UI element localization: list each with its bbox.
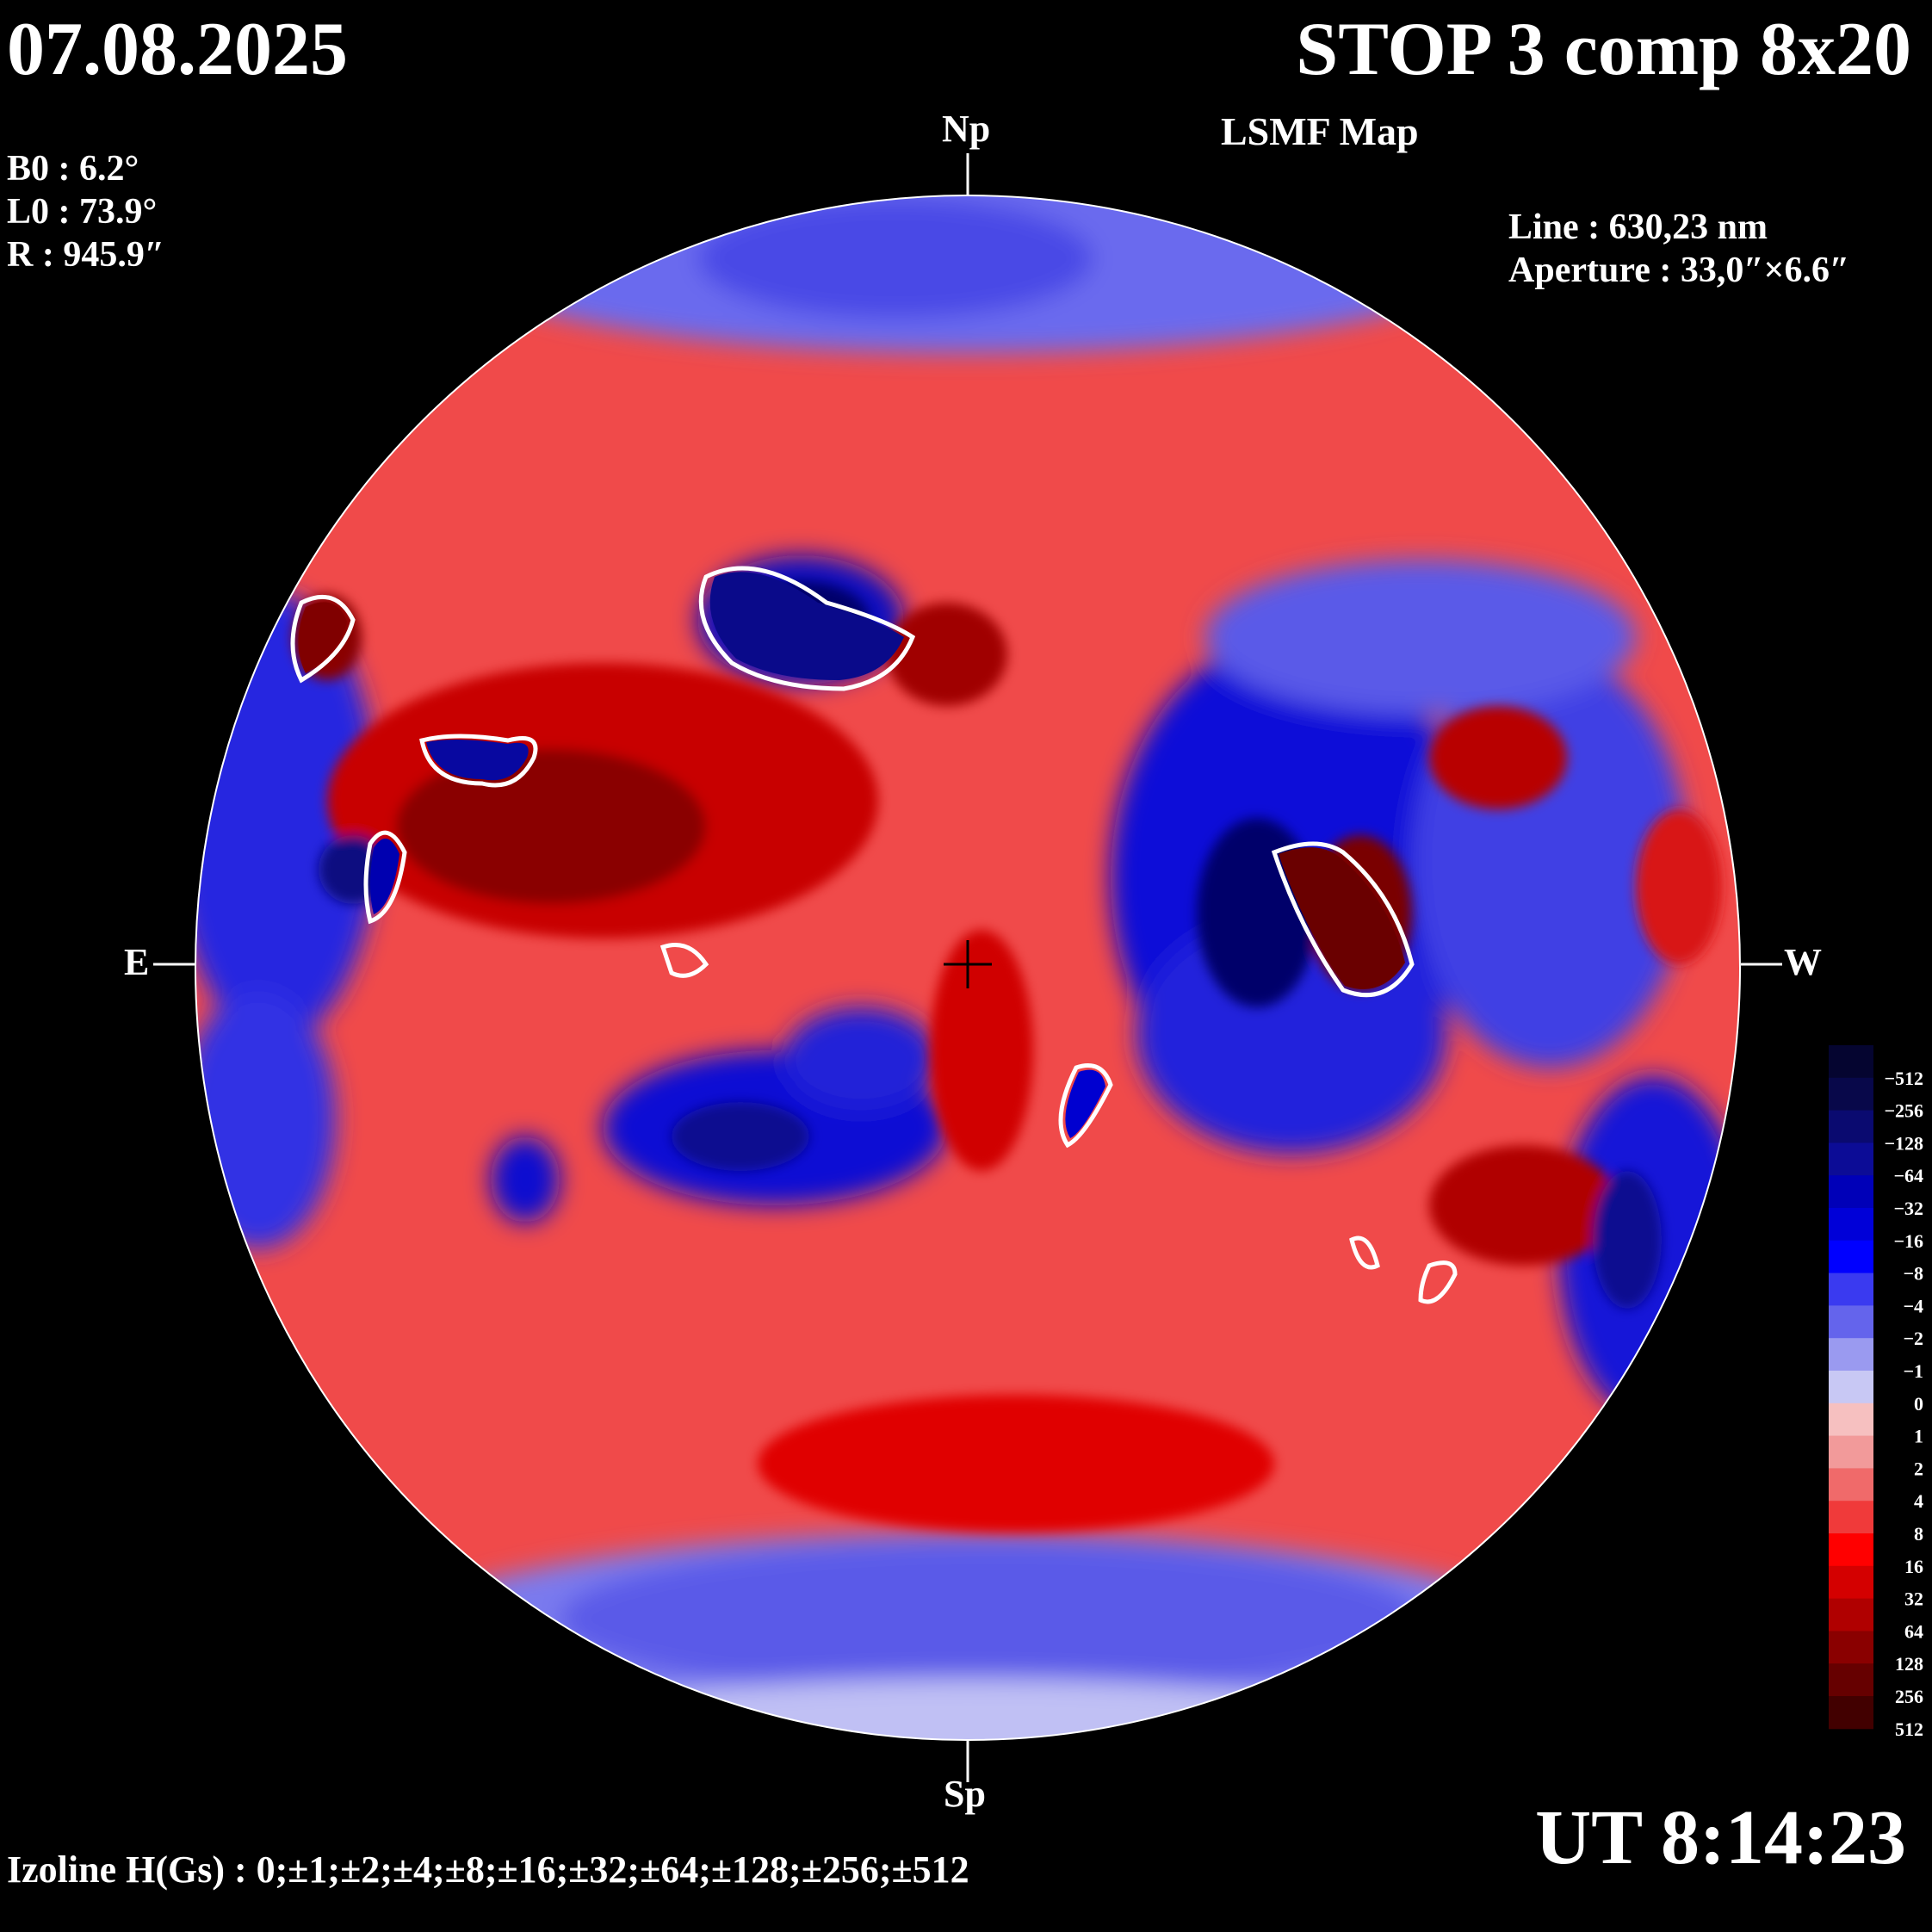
colorbar-label: 1 — [1914, 1426, 1923, 1447]
pole-south-label: Sp — [944, 1773, 986, 1815]
colorbar: −512 −256 −128 −64 −32 −16 −8 −4 −2 −1 0 1 2 4 8 16 32 64… — [1829, 1045, 1923, 1740]
colorbar-label: −16 — [1893, 1230, 1923, 1252]
pole-north-label: Np — [942, 108, 991, 150]
limb-outline — [195, 195, 1741, 1741]
spectral-line: Line : 630,23 nm — [1508, 207, 1768, 247]
colorbar-label: 8 — [1914, 1523, 1923, 1545]
orientation-ticks — [153, 153, 1782, 1782]
colorbar-label: 64 — [1904, 1620, 1923, 1642]
strong-field-cores — [293, 581, 1722, 1533]
colorbar-label: 0 — [1914, 1393, 1923, 1415]
colorbar-label: −2 — [1903, 1328, 1923, 1349]
colorbar-label: −1 — [1903, 1360, 1923, 1382]
colorbar-swatch — [1829, 1663, 1873, 1697]
colorbar-swatch — [1829, 1468, 1873, 1502]
west-label: W — [1784, 941, 1822, 983]
colorbar-label: −128 — [1884, 1132, 1923, 1154]
colorbar-swatch — [1829, 1501, 1873, 1534]
colorbar-swatch — [1829, 1338, 1873, 1372]
colorbar-label: −64 — [1893, 1165, 1923, 1186]
solar-disk — [195, 195, 1740, 1740]
colorbar-label: −256 — [1884, 1100, 1923, 1122]
center-crosshair — [944, 940, 992, 988]
colorbar-label: 128 — [1895, 1653, 1923, 1675]
colorbar-label: 4 — [1914, 1490, 1923, 1512]
colorbar-swatch — [1829, 1533, 1873, 1567]
map-title: STOP 3 comp 8x20 — [1296, 8, 1911, 91]
param-l0: L0 : 73.9° — [7, 192, 158, 232]
colorbar-swatch — [1829, 1565, 1873, 1600]
colorbar-swatch — [1829, 1403, 1873, 1437]
colorbar-swatch — [1829, 1077, 1873, 1112]
colorbar-swatch — [1829, 1175, 1873, 1209]
colorbar-label: 256 — [1895, 1686, 1923, 1707]
colorbar-label: 16 — [1904, 1556, 1923, 1577]
neutral-lines — [290, 566, 1458, 1304]
colorbar-swatch — [1829, 1045, 1873, 1079]
negative-islands — [298, 572, 1405, 1138]
izoline-levels: Izoline H(Gs) : 0;±1;±2;±4;±8;±16;±32;±6… — [7, 1848, 969, 1891]
param-b0: B0 : 6.2° — [7, 149, 139, 189]
colorbar-swatch — [1829, 1240, 1873, 1274]
colorbar-swatch — [1829, 1110, 1873, 1143]
observation-date: 07.08.2025 — [7, 8, 348, 91]
colorbar-swatch — [1829, 1435, 1873, 1469]
colorbar-label: −4 — [1903, 1295, 1923, 1316]
colorbar-label: 32 — [1904, 1588, 1923, 1610]
east-label: E — [124, 941, 150, 983]
observation-time: UT 8:14:23 — [1535, 1795, 1906, 1880]
colorbar-swatch — [1829, 1142, 1873, 1176]
colorbar-swatch — [1829, 1598, 1873, 1632]
colorbar-label: −8 — [1903, 1263, 1923, 1285]
colorbar-label: 512 — [1895, 1718, 1923, 1740]
param-r: R : 945.9″ — [7, 235, 165, 275]
colorbar-label: −512 — [1884, 1068, 1923, 1089]
colorbar-swatch — [1829, 1631, 1873, 1664]
colorbar-swatch — [1829, 1208, 1873, 1242]
colorbar-swatch — [1829, 1696, 1873, 1730]
colorbar-swatch — [1829, 1371, 1873, 1404]
map-subtitle: LSMF Map — [1221, 109, 1419, 153]
colorbar-swatch — [1829, 1273, 1873, 1306]
colorbar-label: −32 — [1893, 1198, 1923, 1219]
colorbar-label: 2 — [1914, 1458, 1923, 1479]
aperture: Aperture : 33,0″×6.6″ — [1508, 251, 1850, 290]
colorbar-swatch — [1829, 1305, 1873, 1339]
